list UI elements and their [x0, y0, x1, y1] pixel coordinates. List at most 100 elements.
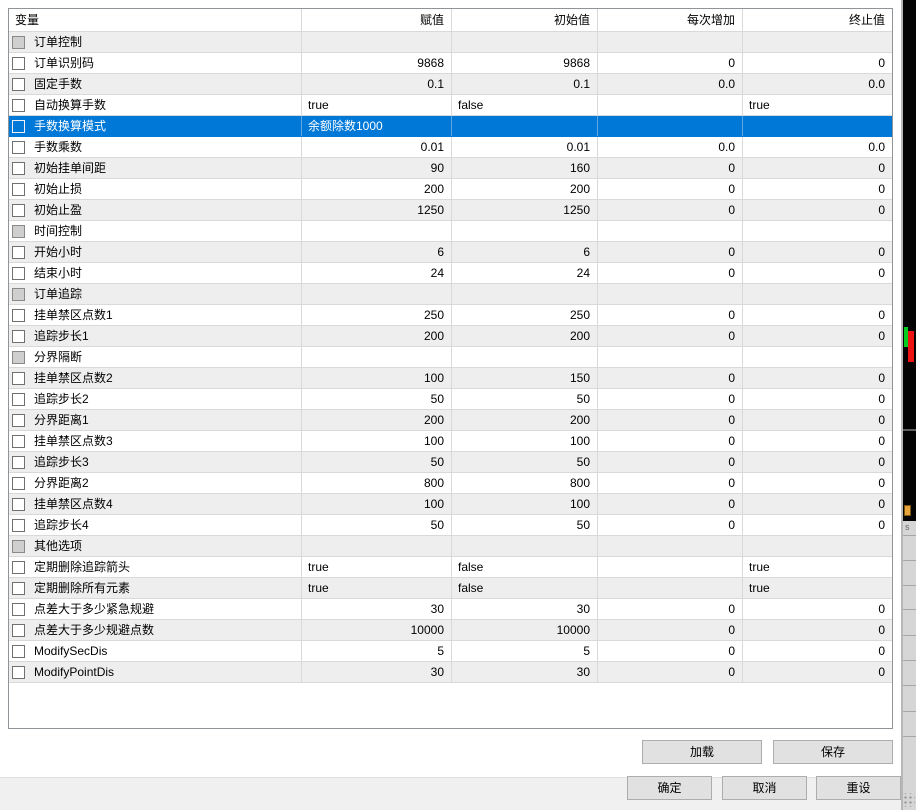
param-name-cell[interactable]: 追踪步长4 [9, 515, 302, 535]
param-value-cell[interactable]: 9868 [302, 53, 452, 73]
param-value-cell[interactable]: 200 [302, 410, 452, 430]
row-checkbox[interactable] [12, 371, 25, 385]
param-value-cell[interactable]: 50 [302, 452, 452, 472]
param-name-cell[interactable]: 定期删除所有元素 [9, 578, 302, 598]
row-checkbox[interactable] [12, 665, 25, 679]
param-value-cell[interactable]: 0 [878, 518, 885, 532]
param-name-cell[interactable]: ModifyPointDis [9, 662, 302, 682]
param-value-cell[interactable]: 30 [452, 662, 598, 682]
param-name-cell[interactable]: 开始小时 [9, 242, 302, 262]
param-value-cell[interactable] [743, 284, 892, 304]
param-value-cell[interactable]: 200 [452, 179, 598, 199]
param-value-cell[interactable]: 100 [302, 494, 452, 514]
param-value-cell[interactable]: 150 [452, 368, 598, 388]
param-name-cell[interactable]: 分界距离1 [9, 410, 302, 430]
param-value-cell[interactable]: 0.01 [452, 137, 598, 157]
param-value-cell[interactable]: 100 [452, 494, 598, 514]
param-value-cell[interactable] [302, 347, 452, 367]
param-value-cell[interactable]: 800 [452, 473, 598, 493]
param-value-cell[interactable]: 0 [598, 389, 743, 409]
param-value-cell[interactable]: 0 [598, 179, 743, 199]
param-value-cell[interactable]: 9868 [452, 53, 598, 73]
param-value-cell[interactable]: 0 [598, 53, 743, 73]
param-row[interactable]: 点差大于多少紧急规避 30 30 0 0 [9, 599, 892, 620]
param-row[interactable]: 初始挂单间距 90 160 0 0 [9, 158, 892, 179]
param-row[interactable]: 自动换算手数 true false true [9, 95, 892, 116]
param-value-cell[interactable] [598, 557, 743, 577]
param-value-cell[interactable]: 10000 [452, 620, 598, 640]
param-value-cell[interactable]: 0 [878, 182, 885, 196]
param-value-cell[interactable] [743, 221, 892, 241]
param-value-cell[interactable]: 0.0 [598, 74, 743, 94]
param-value-cell[interactable]: 0 [598, 305, 743, 325]
param-name-cell[interactable]: 追踪步长2 [9, 389, 302, 409]
param-name-cell[interactable]: 定期删除追踪箭头 [9, 557, 302, 577]
param-value-cell[interactable]: true [749, 98, 770, 112]
param-name-cell[interactable]: ModifySecDis [9, 641, 302, 661]
param-value-cell[interactable]: 100 [302, 431, 452, 451]
param-value-cell[interactable]: 0 [598, 158, 743, 178]
param-value-cell[interactable]: 0 [878, 644, 885, 658]
param-value-cell[interactable]: 24 [452, 263, 598, 283]
param-row[interactable]: 追踪步长4 50 50 0 0 [9, 515, 892, 536]
param-row[interactable]: ModifyPointDis 30 30 0 0 [9, 662, 892, 683]
param-name-cell[interactable]: 结束小时 [9, 263, 302, 283]
param-value-cell[interactable]: 6 [452, 242, 598, 262]
param-value-cell[interactable]: 0 [598, 452, 743, 472]
param-value-cell[interactable]: 0 [878, 392, 885, 406]
param-name-cell[interactable]: 初始止损 [9, 179, 302, 199]
param-value-cell[interactable]: 6 [302, 242, 452, 262]
param-value-cell[interactable] [302, 284, 452, 304]
param-value-cell[interactable]: 100 [452, 431, 598, 451]
column-header-value[interactable]: 赋值 [302, 9, 452, 31]
param-value-cell[interactable]: true [749, 581, 770, 595]
param-value-cell[interactable]: 30 [302, 599, 452, 619]
param-value-cell[interactable] [302, 536, 452, 556]
row-checkbox[interactable] [12, 161, 25, 175]
param-value-cell[interactable]: 0 [878, 476, 885, 490]
row-checkbox[interactable] [12, 497, 25, 511]
param-value-cell[interactable]: true [302, 578, 452, 598]
param-value-cell[interactable] [302, 221, 452, 241]
param-name-cell[interactable]: 订单控制 [9, 32, 302, 52]
param-row[interactable]: 挂单禁区点数3 100 100 0 0 [9, 431, 892, 452]
param-row[interactable]: 追踪步长2 50 50 0 0 [9, 389, 892, 410]
param-value-cell[interactable]: 50 [452, 452, 598, 472]
param-name-cell[interactable]: 订单追踪 [9, 284, 302, 304]
param-value-cell[interactable]: 0 [598, 473, 743, 493]
row-checkbox[interactable] [12, 56, 25, 70]
param-value-cell[interactable] [452, 32, 598, 52]
param-value-cell[interactable] [598, 221, 743, 241]
param-row[interactable]: 订单追踪 [9, 284, 892, 305]
param-name-cell[interactable]: 时间控制 [9, 221, 302, 241]
param-row[interactable]: 初始止盈 1250 1250 0 0 [9, 200, 892, 221]
column-header-variable[interactable]: 变量 [9, 9, 302, 31]
param-value-cell[interactable]: 0 [598, 620, 743, 640]
param-value-cell[interactable] [743, 536, 892, 556]
param-row[interactable]: 开始小时 6 6 0 0 [9, 242, 892, 263]
param-value-cell[interactable]: 0 [878, 245, 885, 259]
param-name-cell[interactable]: 追踪步长3 [9, 452, 302, 472]
row-checkbox[interactable] [12, 455, 25, 469]
param-value-cell[interactable]: 24 [302, 263, 452, 283]
param-value-cell[interactable]: 0.0 [598, 137, 743, 157]
row-checkbox[interactable] [12, 287, 25, 301]
param-value-cell[interactable]: 0 [878, 308, 885, 322]
row-checkbox[interactable] [12, 623, 25, 637]
param-row[interactable]: 挂单禁区点数2 100 150 0 0 [9, 368, 892, 389]
param-name-cell[interactable]: 挂单禁区点数1 [9, 305, 302, 325]
param-row[interactable]: 挂单禁区点数4 100 100 0 0 [9, 494, 892, 515]
param-row[interactable]: 定期删除追踪箭头 true false true [9, 557, 892, 578]
param-value-cell[interactable]: 200 [302, 179, 452, 199]
param-name-cell[interactable]: 其他选项 [9, 536, 302, 556]
param-value-cell[interactable]: 0 [878, 623, 885, 637]
ok-button[interactable]: 确定 [627, 776, 712, 800]
param-name-cell[interactable]: 挂单禁区点数3 [9, 431, 302, 451]
param-value-cell[interactable] [743, 116, 892, 136]
param-value-cell[interactable]: 30 [452, 599, 598, 619]
row-checkbox[interactable] [12, 602, 25, 616]
param-name-cell[interactable]: 手数换算模式 [9, 116, 302, 136]
param-value-cell[interactable]: true [302, 557, 452, 577]
param-value-cell[interactable]: 0.0 [868, 77, 885, 91]
param-name-cell[interactable]: 固定手数 [9, 74, 302, 94]
